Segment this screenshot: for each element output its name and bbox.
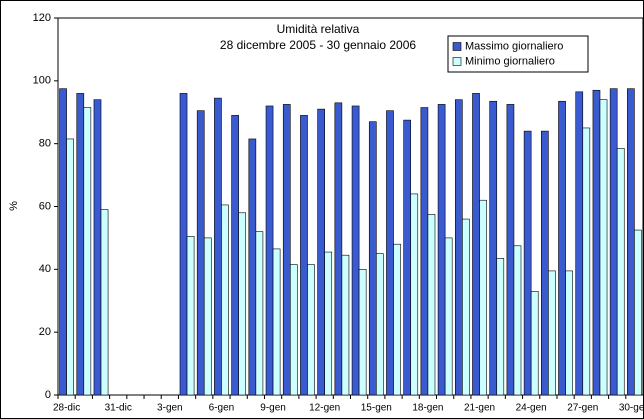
bar <box>489 100 498 396</box>
y-tick-label: 40 <box>39 263 51 275</box>
bar <box>334 102 343 396</box>
bar <box>496 258 505 396</box>
y-tick-label: 20 <box>39 326 51 338</box>
bar <box>368 121 377 396</box>
bar <box>66 138 74 396</box>
bar <box>376 253 384 396</box>
y-tick-label: 100 <box>33 75 51 87</box>
x-tick-label: 9-gen <box>260 403 286 414</box>
bar <box>282 104 291 396</box>
bar <box>558 100 566 396</box>
bar <box>427 214 436 396</box>
x-tick-label: 15-gen <box>361 403 392 414</box>
bar <box>472 93 480 396</box>
bar <box>437 104 446 396</box>
x-tick-label: 31-dic <box>105 403 132 414</box>
x-tick-label: 27-gen <box>567 403 598 414</box>
bar <box>179 93 188 396</box>
bar <box>541 130 549 396</box>
bar <box>214 97 222 396</box>
bar <box>221 204 229 396</box>
x-tick-label: 21-gen <box>464 403 495 414</box>
bar <box>196 110 205 396</box>
bar <box>627 88 635 396</box>
y-tick-label: 80 <box>39 138 51 150</box>
bar <box>238 212 247 396</box>
bar <box>616 148 625 396</box>
bar <box>272 248 281 396</box>
bar <box>358 269 367 396</box>
bar <box>386 110 394 396</box>
bar <box>83 107 92 396</box>
legend-swatch <box>452 57 462 66</box>
bar <box>513 245 522 396</box>
bar <box>582 127 591 396</box>
bar <box>444 237 453 396</box>
bar <box>317 108 325 396</box>
chart-title: Umidità relativa <box>277 22 360 36</box>
bar <box>324 251 333 396</box>
bar <box>203 237 212 396</box>
x-tick-label: 18-gen <box>412 403 443 414</box>
bar <box>289 264 298 396</box>
bar <box>410 193 419 396</box>
x-tick-label: 6-gen <box>209 403 235 414</box>
bar <box>186 236 195 396</box>
bar <box>307 264 315 396</box>
bar <box>59 88 67 396</box>
bar <box>265 105 274 396</box>
y-axis-label: % <box>8 201 20 211</box>
bar <box>341 254 350 396</box>
bar <box>231 115 239 396</box>
bar <box>506 104 515 396</box>
y-tick-label: 60 <box>39 200 51 212</box>
bar <box>530 291 539 396</box>
bar <box>393 243 401 396</box>
bar <box>300 115 308 396</box>
legend-swatch <box>452 42 462 51</box>
bar <box>565 270 573 396</box>
bar <box>93 99 102 396</box>
x-tick-label: 28-dic <box>53 403 80 414</box>
bar <box>351 105 360 396</box>
bar <box>548 270 556 396</box>
bar <box>76 93 85 396</box>
bar <box>100 209 109 396</box>
bar <box>523 130 532 396</box>
bar <box>462 218 470 396</box>
legend-label: Massimo giornaliero <box>465 40 563 52</box>
bar <box>479 199 487 396</box>
bar <box>599 99 608 396</box>
chart-subtitle: 28 dicembre 2005 - 30 gennaio 2006 <box>220 38 416 52</box>
bar <box>454 99 463 396</box>
bar <box>248 138 257 396</box>
y-tick-label: 120 <box>33 12 51 24</box>
legend-label: Minimo giornaliero <box>465 55 555 67</box>
y-tick-label: 0 <box>45 389 51 401</box>
bar <box>420 107 429 396</box>
bar <box>634 229 642 396</box>
x-tick-label: 12-gen <box>309 403 340 414</box>
bar <box>403 119 412 396</box>
x-tick-label: 24-gen <box>516 403 547 414</box>
legend-box <box>447 35 589 73</box>
bar <box>255 231 264 396</box>
x-tick-label: 30-gen <box>619 403 644 414</box>
bar <box>575 91 584 396</box>
x-tick-label: 3-gen <box>157 403 183 414</box>
bar <box>609 88 618 396</box>
bar <box>592 89 601 396</box>
